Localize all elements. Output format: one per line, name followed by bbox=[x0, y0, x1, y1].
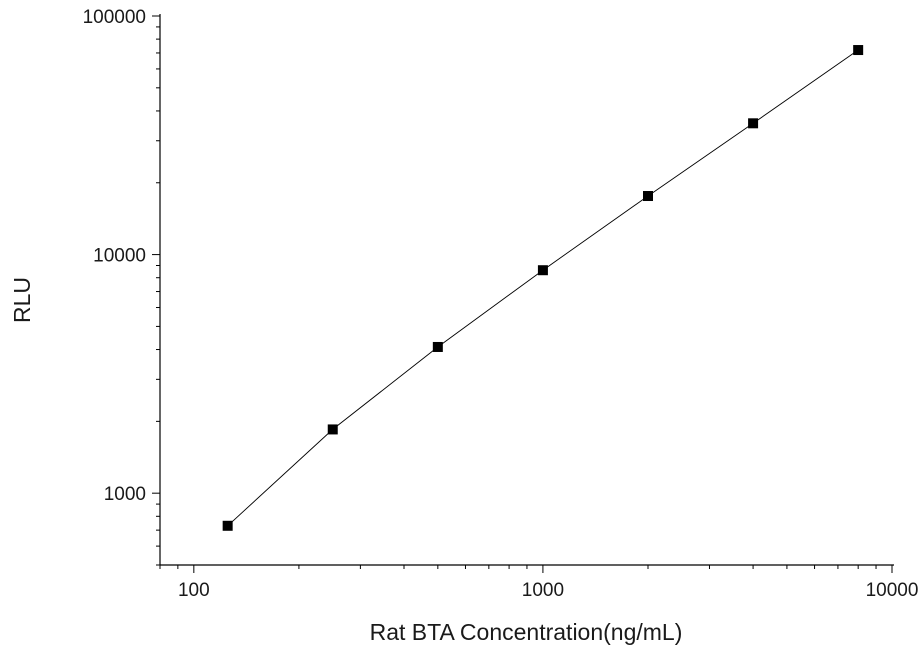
y-tick-label: 100000 bbox=[83, 7, 146, 28]
data-points bbox=[222, 45, 864, 531]
data-point bbox=[327, 424, 338, 435]
data-point bbox=[748, 118, 759, 129]
tick-labels: 100 1000 10000 1000 10000 100000 bbox=[83, 7, 919, 601]
y-tick-label: 10000 bbox=[93, 246, 146, 267]
data-point bbox=[537, 265, 548, 276]
axes bbox=[159, 14, 894, 566]
data-point bbox=[432, 341, 443, 352]
data-point bbox=[222, 520, 233, 531]
data-point bbox=[643, 191, 653, 202]
x-tick-label: 1000 bbox=[522, 580, 564, 601]
y-tick-label: 1000 bbox=[104, 484, 146, 505]
series-line-layer bbox=[227, 49, 859, 527]
data-point bbox=[853, 45, 864, 56]
y-axis-title: RLU bbox=[9, 277, 35, 323]
x-axis-title: Rat BTA Concentration(ng/mL) bbox=[370, 619, 683, 645]
ticks bbox=[152, 15, 893, 573]
x-tick-label: 100 bbox=[178, 580, 210, 601]
x-tick-label: 10000 bbox=[866, 580, 919, 601]
series-line bbox=[227, 49, 859, 527]
